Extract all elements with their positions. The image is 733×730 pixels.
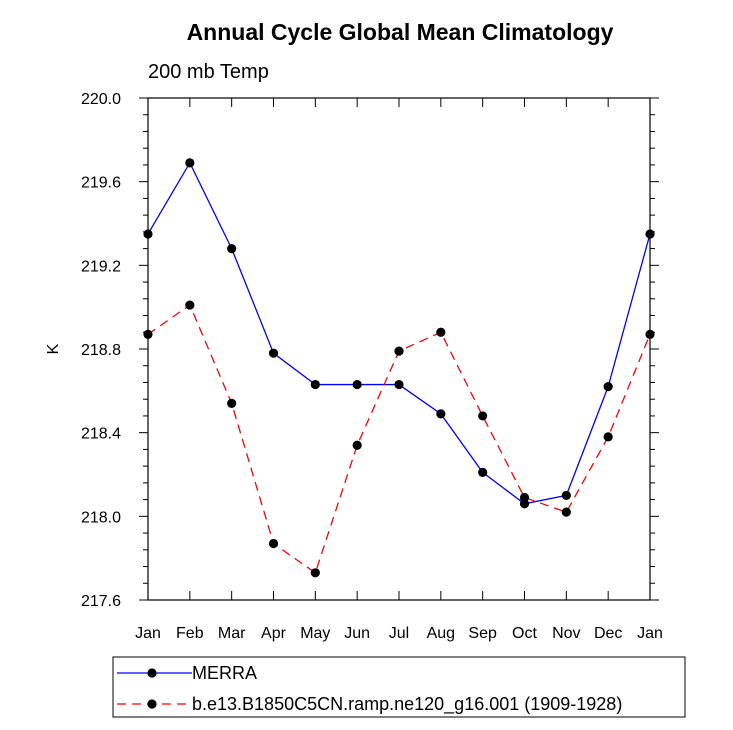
data-point-series-1: [394, 346, 404, 356]
legend-marker-1: [147, 699, 157, 709]
y-tick-label: 218.4: [81, 426, 121, 443]
y-tick-label: 220.0: [81, 91, 121, 108]
x-tick-label: Jan: [637, 625, 663, 642]
x-tick-label: Dec: [594, 625, 622, 642]
legend-label-0: MERRA: [192, 663, 257, 683]
x-tick-label: Feb: [176, 625, 204, 642]
x-tick-label: Jan: [135, 625, 161, 642]
x-tick-label: Sep: [468, 625, 497, 642]
data-point-series-1: [603, 432, 613, 442]
legend: MERRA b.e13.B1850C5CN.ramp.ne120_g16.001 …: [117, 663, 622, 715]
chart-title: Annual Cycle Global Mean Climatology: [187, 19, 614, 45]
data-point-series-1: [268, 538, 279, 549]
data-point-series-1: [519, 492, 530, 503]
series-line-1: [147, 304, 651, 574]
y-tick-label: 219.6: [81, 175, 121, 192]
data-point-series-0: [436, 409, 446, 419]
data-point-series-0: [394, 379, 404, 390]
data-point-series-0: [268, 348, 279, 358]
chart-subtitle: 200 mb Temp: [148, 61, 269, 83]
legend-box: [112, 656, 686, 718]
data-point-series-0: [478, 467, 488, 478]
data-point-series-1: [143, 329, 153, 339]
data-point-series-0: [185, 158, 195, 168]
x-tick-label: Jun: [344, 625, 370, 642]
x-tick-labels: Jan Feb Mar Apr May Jun Jul Aug Sep Oct Nov Dec Jan: [135, 625, 663, 642]
data-point-series-1: [185, 300, 195, 310]
y-axis-label: K: [45, 343, 62, 354]
series-layer: [143, 158, 655, 578]
data-point-series-1: [645, 329, 655, 339]
data-point-series-0: [143, 229, 153, 239]
data-point-series-0: [561, 490, 571, 501]
data-point-series-1: [227, 398, 237, 408]
x-tick-label: Jul: [389, 625, 409, 642]
y-tick-label: 218.8: [81, 342, 121, 359]
x-tick-label: Apr: [261, 625, 287, 642]
x-tick-label: Nov: [552, 625, 580, 642]
data-point-series-1: [436, 327, 446, 337]
x-tick-label: Mar: [218, 625, 246, 642]
y-tick-label: 219.2: [81, 258, 121, 275]
data-point-series-1: [310, 568, 320, 578]
y-tick-labels: 217.6 218.0 218.4 218.8 219.2 219.6 220.0: [81, 91, 121, 610]
y-tick-label: 217.6: [81, 593, 121, 610]
data-point-series-0: [227, 244, 237, 254]
data-point-series-1: [561, 507, 571, 517]
data-point-series-0: [352, 379, 362, 390]
x-tick-label: Aug: [427, 625, 455, 642]
data-point-series-1: [352, 440, 362, 450]
x-tick-label: Oct: [512, 625, 537, 642]
data-point-series-0: [603, 382, 613, 392]
axis-ticks: [139, 97, 659, 601]
data-point-series-1: [478, 411, 488, 421]
data-point-series-0: [310, 379, 320, 390]
legend-marker-0: [147, 668, 157, 678]
y-tick-label: 218.0: [81, 509, 121, 526]
series-line-0: [147, 161, 651, 505]
x-tick-label: May: [300, 625, 330, 642]
legend-label-1: b.e13.B1850C5CN.ramp.ne120_g16.001 (1909…: [192, 694, 622, 715]
data-point-series-0: [645, 229, 655, 239]
